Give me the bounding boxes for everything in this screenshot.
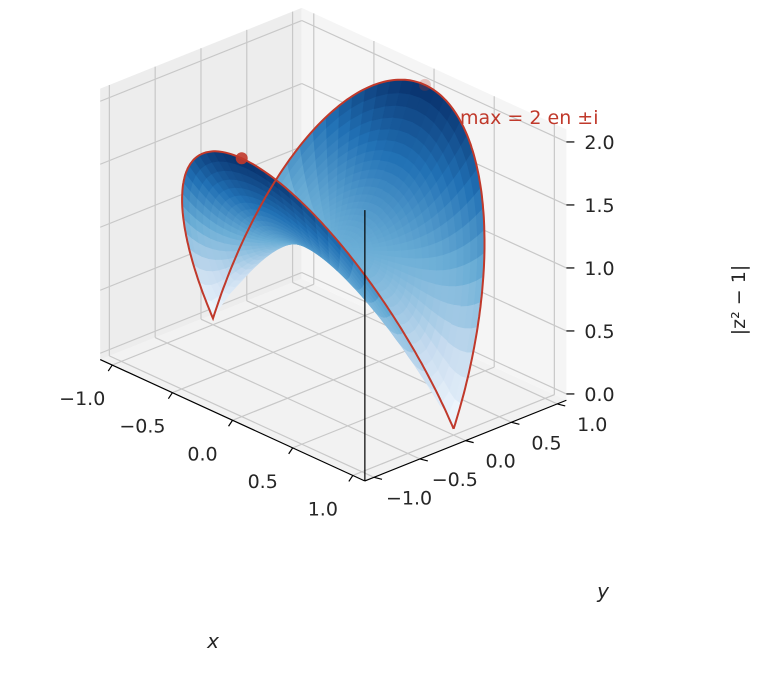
- max-point: [418, 78, 431, 91]
- surface-face: [455, 265, 465, 287]
- y-tick: [373, 476, 383, 480]
- x-axis-label: x: [206, 629, 219, 653]
- x-tick-label: 0.5: [248, 471, 278, 493]
- surface-face: [379, 246, 389, 252]
- surface-face: [435, 254, 444, 271]
- boundary-line: [181, 78, 486, 430]
- grid-line: [99, 271, 302, 354]
- surface-face: [421, 245, 430, 259]
- x-tick: [348, 475, 354, 482]
- surface-face: [422, 257, 430, 271]
- grid-line: [99, 19, 302, 102]
- surface-face: [428, 269, 437, 285]
- surface-face: [394, 250, 403, 259]
- x-tick: [288, 447, 294, 455]
- grid-line: [246, 300, 512, 423]
- surface-face: [414, 247, 423, 260]
- y-tick-label: −0.5: [432, 469, 478, 491]
- max-point: [235, 152, 248, 165]
- surface-plot: [181, 79, 485, 430]
- surface-face: [415, 258, 423, 270]
- y-axis-label: y: [596, 579, 610, 603]
- surface-face: [435, 270, 444, 287]
- surface-face: [407, 248, 417, 260]
- surface-face: [429, 256, 437, 271]
- y-tick-label: 0.0: [486, 451, 516, 473]
- x-tick-label: −0.5: [119, 416, 165, 438]
- y-tick: [465, 440, 474, 444]
- surface-face: [428, 243, 437, 259]
- grid-line: [301, 19, 567, 143]
- boundary-curve: [181, 78, 486, 430]
- surface-face: [463, 241, 471, 267]
- z-tick-label: 1.0: [584, 258, 614, 280]
- grid-line: [200, 318, 466, 442]
- z-tick-label: 0.5: [584, 321, 614, 343]
- y-tick: [557, 403, 566, 407]
- z-tick-label: 2.0: [584, 132, 614, 154]
- surface-face: [401, 249, 410, 259]
- z-tick-label: 1.5: [584, 195, 614, 217]
- y-tick-label: −1.0: [386, 487, 432, 509]
- x-tick-label: −1.0: [59, 388, 105, 410]
- z-tick-label: 0.0: [584, 384, 614, 406]
- x-tick: [228, 419, 234, 427]
- x-tick: [167, 392, 173, 400]
- grid-line: [352, 394, 555, 477]
- surface-face: [442, 252, 451, 271]
- x-tick-label: 0.0: [187, 443, 217, 465]
- x-tick: [107, 364, 113, 372]
- surface-face: [441, 236, 451, 256]
- surface-face: [449, 249, 458, 270]
- surface-face: [435, 240, 444, 258]
- y-tick: [419, 458, 428, 462]
- x-tick-label: 1.0: [308, 498, 338, 520]
- z-axis-label: |z² − 1|: [728, 265, 750, 335]
- max-annotation: max = 2 en ±i: [460, 107, 599, 129]
- surface-face: [442, 269, 451, 287]
- y-tick-label: 0.5: [531, 432, 561, 454]
- y-tick-label: 1.0: [577, 414, 607, 436]
- grid-line: [99, 82, 302, 165]
- surface-face: [448, 267, 458, 287]
- surface-face: [456, 245, 465, 269]
- y-tick: [511, 421, 520, 425]
- surface-face: [386, 244, 395, 252]
- tick-labels: −1.0−0.50.00.51.0−1.0−0.50.00.51.00.00.5…: [59, 132, 614, 521]
- surface-face: [373, 246, 382, 252]
